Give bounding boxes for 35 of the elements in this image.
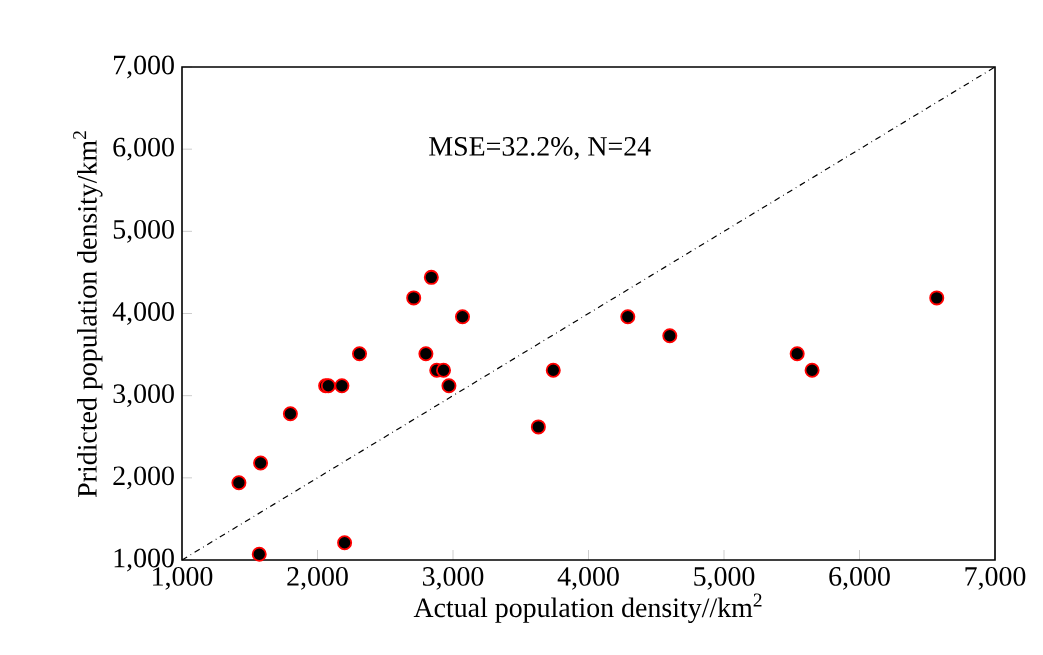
y-tick-label: 4,000 xyxy=(112,302,174,325)
point xyxy=(441,378,457,394)
point xyxy=(423,269,439,285)
point xyxy=(253,455,269,471)
x-tick-label: 6,000 xyxy=(829,567,890,590)
y-tick-label: 6,000 xyxy=(113,137,174,161)
point xyxy=(545,362,561,378)
point xyxy=(334,378,350,394)
x-tick-label: 4,000 xyxy=(557,567,619,590)
point xyxy=(337,535,353,551)
point xyxy=(282,406,298,422)
y-tick-label: 3,000 xyxy=(113,384,174,408)
point xyxy=(418,346,434,362)
point xyxy=(662,328,678,344)
x-tick-label: 3,000 xyxy=(422,567,484,590)
point xyxy=(789,346,805,362)
x-tick-label: 7,000 xyxy=(965,567,1026,590)
y-tick-label: 7,000 xyxy=(114,55,174,79)
point xyxy=(352,346,368,362)
point xyxy=(251,546,267,562)
x-tick-label: 5,000 xyxy=(694,567,755,590)
point xyxy=(530,419,546,435)
x-tick-label: 2,000 xyxy=(287,567,348,590)
annotation: MSE=32.2%, N=24 xyxy=(429,136,651,160)
point xyxy=(929,290,945,306)
point xyxy=(620,309,636,325)
point xyxy=(454,309,470,325)
point xyxy=(231,475,247,491)
point xyxy=(804,362,820,378)
point xyxy=(436,362,452,378)
y-tick-label: 5,000 xyxy=(113,219,174,243)
y-tick-label: 2,000 xyxy=(113,466,174,490)
x-axis-title: Actual population density//km$^{2}$ xyxy=(413,593,762,623)
point xyxy=(406,290,422,306)
y-axis-title: Pridicted population density/km$^{2}$ xyxy=(73,131,103,498)
